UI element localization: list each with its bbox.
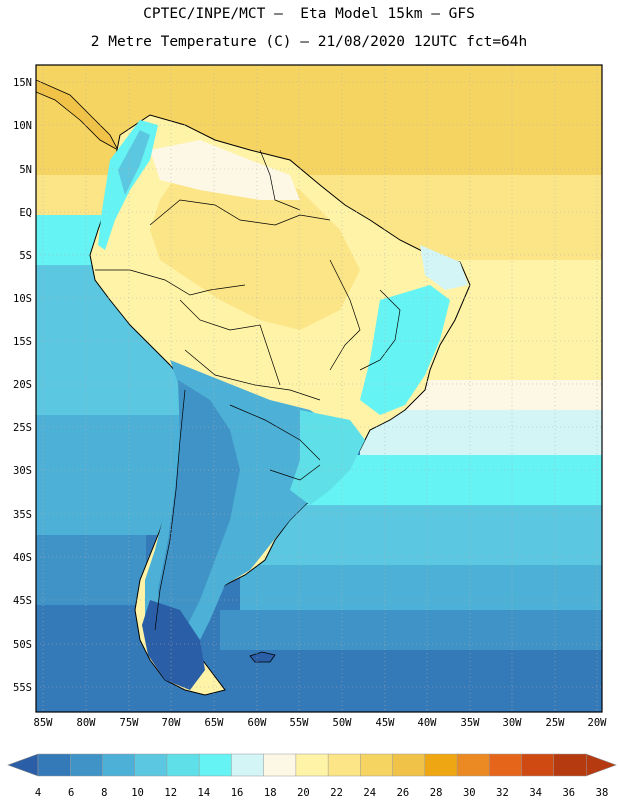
colorbar-label: 24	[363, 787, 376, 799]
colorbar-label: 32	[496, 787, 509, 799]
colorbar-legend: 4 6 8 10 12 14 16 18 20 22 24 26 28 30 32 34 36 38	[7, 753, 617, 799]
colorbar-label: 28	[430, 787, 443, 799]
colorbar-swatch	[553, 753, 587, 777]
colorbar-swatch	[327, 753, 361, 777]
ocean-band	[36, 535, 146, 605]
ocean-band	[250, 505, 602, 565]
colorbar-swatch	[424, 753, 458, 777]
map-frame	[35, 64, 603, 713]
ocean-band	[360, 410, 602, 455]
lon-label: 80W	[77, 717, 97, 729]
colorbar-right-arrow	[585, 753, 617, 777]
lat-label: 5S	[19, 250, 32, 262]
title-line-1: CPTEC/INPE/MCT – Eta Model 15km – GFS	[143, 6, 475, 22]
lat-label: 20S	[13, 379, 32, 391]
colorbar-label: 20	[297, 787, 310, 799]
lat-label: 40S	[13, 552, 32, 564]
colorbar-label: 16	[231, 787, 244, 799]
central-america	[36, 79, 119, 152]
southern-cone	[142, 600, 205, 690]
lon-label: 40W	[418, 717, 438, 729]
country-borders	[95, 149, 401, 631]
lat-label: 15N	[13, 77, 32, 89]
warm-interior	[150, 140, 300, 200]
colorbar-swatch	[37, 753, 71, 777]
colorbar-swatch	[198, 753, 232, 777]
lat-label: 30S	[13, 465, 32, 477]
lat-label: 55S	[13, 682, 32, 694]
lat-label: 35S	[13, 509, 32, 521]
lon-label: 55W	[290, 717, 310, 729]
lon-label: 20W	[588, 717, 608, 729]
lat-label: 5N	[19, 164, 32, 176]
colorbar-label: 30	[463, 787, 476, 799]
colorbar-swatch	[263, 753, 297, 777]
ocean-band	[240, 565, 602, 610]
lon-label: 45W	[376, 717, 396, 729]
ocean-band	[220, 610, 602, 650]
lat-label: 45S	[13, 595, 32, 607]
lon-label: 65W	[205, 717, 225, 729]
lon-label: 35W	[461, 717, 481, 729]
colorbar-label: 4	[35, 787, 41, 799]
colorbar-swatch	[69, 753, 104, 777]
colorbar-label: 14	[198, 787, 211, 799]
colorbar-left-arrow	[7, 753, 39, 777]
colorbar-label: 34	[529, 787, 542, 799]
andes-band	[118, 130, 150, 195]
falkland-islands	[249, 651, 276, 663]
lat-label: 25S	[13, 422, 32, 434]
lon-label: 50W	[333, 717, 353, 729]
lon-label: 70W	[162, 717, 182, 729]
colorbar-label: 10	[131, 787, 144, 799]
colorbar-label: 36	[562, 787, 575, 799]
colorbar-swatch	[489, 753, 523, 777]
southern-brazil	[290, 410, 365, 505]
lat-label: 10N	[13, 120, 32, 132]
lon-label: 30W	[503, 717, 523, 729]
lon-label: 75W	[120, 717, 140, 729]
colorbar-swatch	[295, 753, 329, 777]
title-line-2: 2 Metre Temperature (C) – 21/08/2020 12U…	[90, 34, 528, 50]
lat-label: EQ	[19, 207, 32, 219]
eastern-highlands	[360, 285, 450, 415]
colorbar-swatch	[102, 753, 136, 777]
longitude-labels: 85W 80W 75W 70W 65W 60W 55W 50W 45W 40W …	[34, 717, 608, 729]
eastern-highlands	[420, 245, 468, 290]
colorbar-swatch	[134, 753, 168, 777]
colorbar-label: 38	[596, 787, 609, 799]
colorbar-swatch	[360, 753, 394, 777]
colorbar-swatch	[166, 753, 200, 777]
colorbar-swatch	[456, 753, 490, 777]
lat-label: 15S	[13, 336, 32, 348]
warm-interior	[150, 160, 360, 330]
lat-label: 50S	[13, 639, 32, 651]
colorbar-label: 26	[397, 787, 410, 799]
latitude-labels: 15N 10N 5N EQ 5S 10S 15S 20S 25S 30S 35S…	[13, 77, 32, 694]
colorbar-label: 8	[101, 787, 107, 799]
lon-label: 85W	[34, 717, 54, 729]
colorbar-swatch	[392, 753, 426, 777]
lon-label: 25W	[546, 717, 566, 729]
colorbar-label: 22	[330, 787, 343, 799]
lat-label: 10S	[13, 293, 32, 305]
lon-label: 60W	[248, 717, 268, 729]
southern-cone	[158, 380, 240, 640]
colorbar-swatch	[521, 753, 555, 777]
colorbar-swatch	[231, 753, 265, 777]
colorbar-label: 18	[264, 787, 277, 799]
colorbar-label: 12	[164, 787, 177, 799]
colorbar-label: 6	[68, 787, 74, 799]
